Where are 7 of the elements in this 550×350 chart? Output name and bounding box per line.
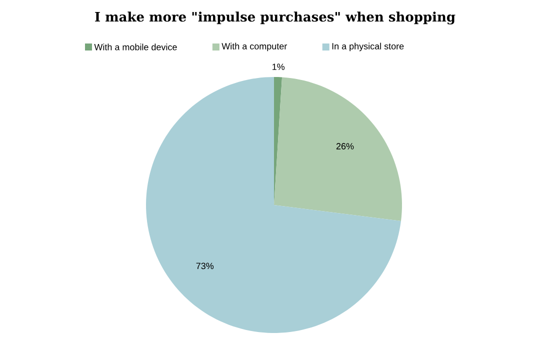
legend-label: In a physical store bbox=[332, 42, 404, 52]
data-label: 26% bbox=[336, 143, 354, 150]
legend-label: With a mobile device bbox=[94, 44, 177, 50]
data-label: 1% bbox=[272, 64, 285, 70]
legend-label: With a computer bbox=[222, 42, 288, 52]
data-label: 73% bbox=[196, 262, 214, 270]
chart-title: I make more "impulse purchases" when shopping bbox=[95, 12, 456, 24]
